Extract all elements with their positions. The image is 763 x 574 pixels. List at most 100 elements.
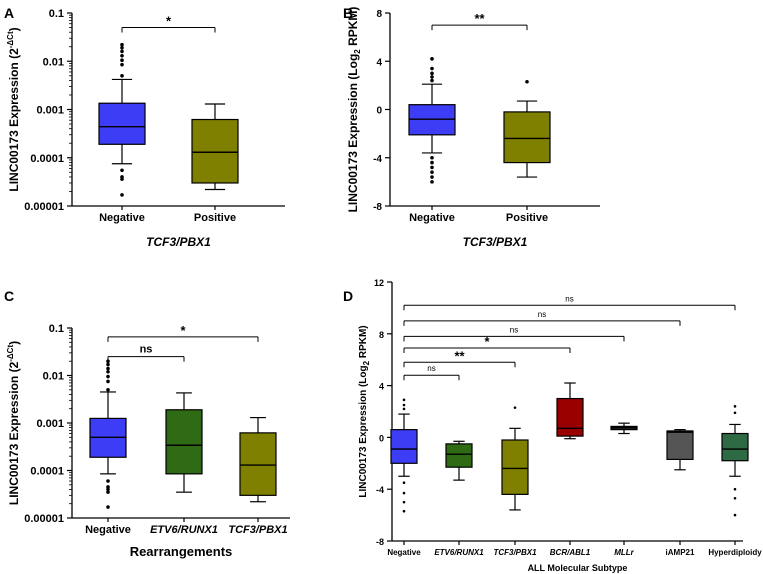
box-tcf3-pbx1 (239, 416, 277, 503)
y-tick-label: -4 (376, 485, 384, 495)
box-positive (191, 103, 239, 191)
outlier-point (106, 362, 110, 367)
x-tick-label-positive: Positive (194, 212, 236, 224)
outlier-point (430, 57, 434, 61)
y-axis-label: LINC00173 Expression (2-ΔCt) (6, 27, 21, 191)
outlier-point (402, 491, 406, 495)
y-axis-label-close: RPKM) (358, 325, 369, 361)
significance-label: ** (454, 348, 465, 363)
outlier-point (402, 403, 406, 407)
outlier-point (106, 490, 110, 494)
x-tick-label-negative: Negative (99, 212, 145, 224)
y-tick-label: 8 (376, 9, 382, 20)
significance-negative-vs-etv6-runx1: ns (107, 344, 185, 362)
box-negative (408, 57, 456, 184)
significance-label: ns (538, 310, 546, 319)
x-tick-label-bcr-abl1: BCR/ABL1 (550, 548, 591, 557)
significance-label: * (166, 14, 172, 29)
outlier-point (733, 405, 737, 408)
outlier-point (430, 180, 434, 184)
y-tick-label: 0.0001 (30, 153, 64, 165)
y-tick-label: 0.01 (43, 56, 64, 68)
outlier-point (733, 411, 737, 415)
x-tick-label-negative: Negative (409, 212, 455, 224)
outlier-point (430, 155, 434, 160)
x-tick-label-mllr: MLLr (614, 548, 634, 557)
y-tick-label: 12 (374, 278, 384, 288)
significance-negative-vs-mllr: ns (403, 325, 625, 342)
box-etv6-runx1 (165, 392, 203, 493)
y-axis-label-text: LINC00173 Expression (Log (346, 54, 360, 213)
x-tick-label-etv6-runx1: ETV6/RUNX1 (150, 524, 218, 536)
box-hyperdiploidy (721, 405, 749, 517)
outlier-point (402, 509, 406, 513)
x-tick-label-hyperdiploidy: Hyperdiploidy (708, 548, 762, 557)
y-tick-label: 0.00001 (24, 513, 64, 525)
box-rect (721, 432, 749, 462)
box-rect (666, 430, 694, 461)
x-tick-label-positive: Positive (506, 212, 548, 224)
panel-label-d: D (343, 288, 353, 304)
outlier-point (513, 406, 517, 409)
significance-negative-vs-hyperdiploidy: ns (403, 294, 736, 311)
y-axis-label-text: LINC00173 Expression (Log (358, 365, 369, 497)
x-tick-label-tcf3-pbx1: TCF3/PBX1 (228, 524, 287, 536)
x-tick-label-etv6-runx1: ETV6/RUNX1 (434, 548, 484, 557)
outlier-point (120, 49, 124, 54)
significance-label: ns (510, 325, 518, 334)
significance-label: ** (474, 11, 485, 26)
outlier-point (430, 71, 434, 76)
outlier-point (120, 46, 124, 50)
x-tick-label-tcf3-pbx1: TCF3/PBX1 (493, 548, 537, 557)
y-axis-label-sup: -ΔCt (6, 31, 15, 48)
outlier-point (120, 58, 124, 63)
y-tick-label: 0 (376, 106, 382, 117)
outlier-point (106, 479, 110, 483)
x-axis-label: Rearrangements (130, 544, 233, 559)
outlier-point (733, 513, 737, 517)
x-tick-label-negative: Negative (85, 524, 131, 536)
box-rect (556, 397, 584, 437)
x-tick-label-negative: Negative (387, 548, 421, 557)
y-tick-label: 0.01 (43, 371, 64, 383)
box-positive (503, 79, 551, 178)
y-tick-label: 0.1 (49, 323, 64, 335)
box-rect (390, 429, 418, 464)
outlier-point (120, 193, 124, 197)
y-axis-label-close: ) (7, 27, 21, 31)
y-axis-label: LINC00173 Expression (2-ΔCt) (6, 341, 21, 505)
significance-negative-vs-bcr-abl1: * (403, 334, 571, 354)
panel-label-a: A (4, 5, 14, 21)
box-rect (191, 118, 239, 184)
outlier-point (430, 165, 434, 170)
box-rect (503, 111, 551, 164)
box-tcf3-pbx1 (501, 406, 529, 511)
x-axis-label: ALL Molecular Subtype (528, 563, 628, 573)
outlier-point (120, 62, 124, 67)
y-tick-label: 8 (379, 330, 384, 340)
y-tick-label: 0.00001 (24, 201, 64, 213)
significance-label: ns (565, 294, 573, 303)
significance-label: ns (427, 364, 435, 373)
outlier-point (106, 379, 110, 384)
outlier-point (106, 366, 110, 371)
box-rect (445, 443, 473, 468)
box-bcr-abl1 (556, 382, 584, 440)
y-tick-label: 4 (376, 57, 382, 68)
significance-negative-vs-tcf3-pbx1: * (107, 323, 259, 342)
panel-label-b: B (343, 5, 353, 21)
x-tick-label-iamp21: iAMP21 (666, 548, 695, 557)
outlier-point (402, 500, 406, 504)
outlier-point (430, 78, 434, 83)
y-axis-label-close: RPKM) (346, 7, 360, 50)
significance-negative-vs-positive: * (121, 14, 216, 33)
outlier-point (430, 175, 434, 179)
outlier-point (402, 481, 406, 485)
x-axis-label: TCF3/PBX1 (146, 235, 211, 249)
outlier-point (106, 387, 110, 392)
y-axis-label-text: LINC00173 Expression (2 (7, 361, 21, 505)
outlier-point (106, 487, 110, 492)
outlier-point (525, 79, 529, 84)
y-axis-label-close: ) (7, 341, 21, 345)
